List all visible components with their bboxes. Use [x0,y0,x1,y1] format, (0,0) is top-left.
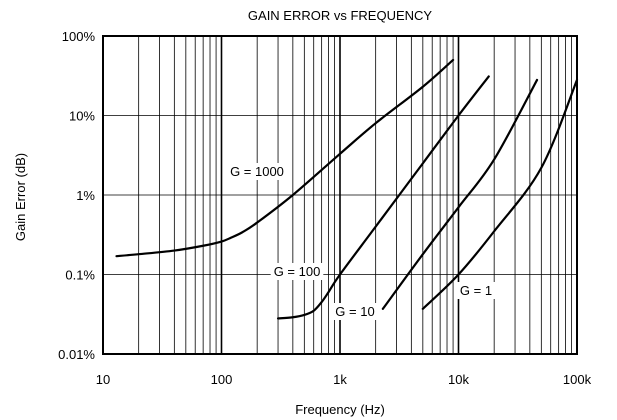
x-tick-labels: 10 100 1k 10k 100k [96,372,592,387]
series-line-3 [381,78,539,310]
curve-label: G = 100 [274,264,321,279]
series-line-4 [421,78,579,310]
y-axis-title: Gain Error (dB) [13,153,28,241]
curve-label: G = 1000 [230,164,284,179]
series-lines [115,58,579,320]
y-tick-label: 1% [76,188,95,203]
curve-label-background [456,282,496,299]
x-tick-label: 100 [211,372,233,387]
x-tick-label: 1k [333,372,347,387]
chart-title: GAIN ERROR vs FREQUENCY [248,8,433,23]
x-axis-title: Frequency (Hz) [295,402,385,417]
plot-frame [102,35,578,355]
x-tick-label: 10k [448,372,469,387]
y-tick-label: 10% [69,109,95,124]
y-tick-labels: 0.01% 0.1% 1% 10% 100% [58,29,95,362]
y-tick-label: 0.1% [65,268,95,283]
curve-label: G = 10 [335,304,374,319]
y-tick-label: 100% [62,29,96,44]
curve-labels: G = 1000 G = 100 G = 10 G = 1 [227,163,496,320]
curve-label-background [332,303,378,320]
x-tick-label: 10 [96,372,110,387]
y-tick-label: 0.01% [58,347,95,362]
curve-label-background [270,263,324,280]
series-line-2 [276,75,490,320]
series-line-1 [115,58,455,258]
x-tick-label: 100k [563,372,592,387]
curve-label: G = 1 [460,283,492,298]
curve-label-background [227,163,287,180]
